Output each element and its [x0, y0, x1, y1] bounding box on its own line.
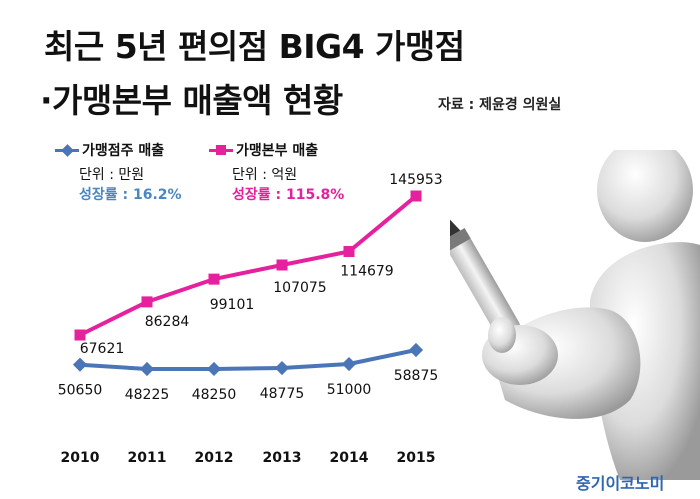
franchisee-label-2011: 48225 [125, 387, 170, 403]
headquarters-point-2015 [410, 190, 422, 202]
legend-headquarters: 가맹본부 매출 [209, 140, 318, 160]
legend-franchisee: 가맹점주 매출 [55, 140, 164, 160]
headquarters-point-2012 [208, 273, 220, 285]
headquarters-point-2013 [276, 259, 288, 271]
franchisee-growth-note: 성장률 : 16.2% [79, 187, 182, 203]
franchisee-label-2012: 48250 [192, 387, 237, 403]
chart-title-line2: ·가맹본부 매출액 현황 [40, 81, 343, 120]
franchisee-label-2010: 50650 [58, 383, 103, 399]
headquarters-label-2012: 99101 [210, 297, 255, 313]
franchisee-unit-note: 단위 : 만원 [79, 167, 145, 183]
x-tick-label-2012: 2012 [195, 450, 234, 466]
franchisee-label-2015: 58875 [394, 368, 439, 384]
headquarters-growth-note: 성장률 : 115.8% [232, 187, 345, 203]
franchisee-point-2014 [341, 356, 357, 372]
x-tick-label-2013: 2013 [263, 450, 302, 466]
headquarters-label-2011: 86284 [145, 314, 190, 330]
legend-franchisee-marker [55, 143, 79, 157]
headquarters-unit-note: 단위 : 억원 [232, 167, 298, 183]
x-tick-label-2014: 2014 [330, 450, 369, 466]
brand-logo-text: 중기이코노미 [576, 474, 665, 493]
headquarters-label-2015: 145953 [389, 172, 442, 188]
legend-franchisee-label: 가맹점주 매출 [82, 143, 165, 159]
headquarters-series-line [79, 194, 418, 337]
figure-with-marker-illustration [450, 150, 700, 480]
franchisee-point-2013 [274, 360, 290, 376]
headquarters-point-2011 [141, 296, 153, 308]
headquarters-label-2014: 114679 [340, 263, 393, 279]
source-label: 자료 : 제윤경 의원실 [438, 97, 562, 113]
headquarters-label-2010: 67621 [80, 341, 125, 357]
franchisee-label-2013: 48775 [260, 386, 305, 402]
franchisee-point-2011 [139, 361, 155, 377]
franchisee-point-2012 [206, 361, 222, 377]
franchisee-series-line [79, 348, 417, 371]
headquarters-label-2013: 107075 [273, 280, 326, 296]
headquarters-point-2010 [74, 329, 86, 341]
legend-headquarters-label: 가맹본부 매출 [236, 143, 319, 159]
chart-title-line1: 최근 5년 편의점 BIG4 가맹점 [44, 27, 465, 66]
x-tick-label-2011: 2011 [128, 450, 167, 466]
franchisee-point-2015 [408, 342, 424, 358]
headquarters-point-2014 [343, 245, 355, 257]
x-tick-label-2010: 2010 [61, 450, 100, 466]
franchisee-point-2010 [72, 357, 88, 372]
legend-headquarters-marker [209, 144, 233, 155]
x-tick-label-2015: 2015 [397, 450, 436, 466]
franchisee-label-2014: 51000 [327, 382, 372, 398]
